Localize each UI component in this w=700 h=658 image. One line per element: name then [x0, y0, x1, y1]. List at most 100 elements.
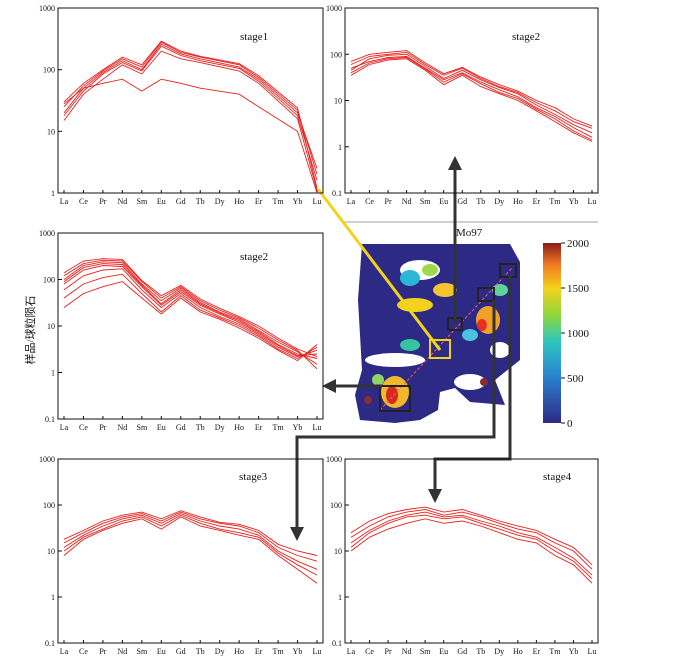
x-tick-label: Nd	[117, 647, 127, 656]
x-tick-label: Er	[255, 423, 263, 432]
series-line-s4	[350, 518, 593, 584]
x-tick-label: Yb	[569, 647, 579, 656]
x-tick-label: Nd	[117, 197, 127, 206]
y-tick-label: 10	[47, 322, 55, 331]
colorbar	[543, 243, 561, 423]
x-tick-label: Tm	[273, 197, 285, 206]
series-line-s3	[350, 514, 593, 580]
y-axis-label: 样品/球粒陨石	[23, 295, 37, 364]
series-line-s2	[63, 261, 318, 365]
x-tick-label: Gd	[176, 647, 186, 656]
chart-p1: 1 10 100 1000 La Ce Pr Nd Sm Eu Gd Tb Dy Ho Er Tm Yb Lu st…	[39, 4, 324, 206]
x-tick-label: Nd	[117, 423, 127, 432]
x-tick-label: La	[60, 647, 69, 656]
x-tick-label: Eu	[439, 197, 448, 206]
y-tick-label: 0.1	[332, 189, 342, 198]
series-line-s1	[63, 511, 318, 562]
x-tick-label: Pr	[385, 197, 392, 206]
x-tick-label: Pr	[385, 647, 392, 656]
x-tick-label: Gd	[457, 197, 467, 206]
x-tick-label: Tb	[196, 423, 205, 432]
series-line-s2	[63, 41, 318, 175]
y-tick-label: 1	[338, 143, 342, 152]
x-tick-label: Yb	[293, 197, 303, 206]
x-tick-label: Yb	[293, 423, 303, 432]
x-tick-label: Ce	[79, 647, 88, 656]
series-line-s6	[63, 78, 318, 194]
connectors	[290, 156, 512, 541]
colorbar-tick: 2000	[567, 238, 590, 250]
x-tick-label: Tm	[273, 423, 285, 432]
x-tick-label: Sm	[420, 197, 431, 206]
x-tick-label: Pr	[99, 647, 106, 656]
x-tick-label: La	[60, 197, 69, 206]
x-tick-label: Nd	[402, 647, 412, 656]
x-tick-label: Sm	[137, 197, 148, 206]
series-line-s6	[63, 273, 318, 360]
plot-frame	[57, 7, 324, 194]
series-line-s4	[350, 57, 593, 141]
series-line-s2	[350, 53, 593, 134]
x-tick-label: La	[347, 197, 356, 206]
y-tick-label: 100	[330, 501, 342, 510]
chart-p5: 0.1 1 10 100 1000 La Ce Pr Nd Sm Eu Gd Tb Dy Ho Er Tm Yb L…	[326, 455, 599, 656]
y-tick-label: 100	[43, 501, 55, 510]
y-tick-label: 1000	[326, 455, 342, 464]
x-tick-label: Tm	[549, 647, 561, 656]
series-line-s1	[63, 259, 318, 370]
x-tick-label: Ce	[365, 647, 374, 656]
x-tick-label: Nd	[402, 197, 412, 206]
plot-frame	[344, 458, 599, 644]
x-tick-label: Tb	[196, 647, 205, 656]
x-tick-label: Ho	[234, 197, 244, 206]
x-tick-label: Ce	[79, 197, 88, 206]
x-tick-label: Lu	[588, 197, 597, 206]
y-tick-label: 0.1	[45, 415, 55, 424]
x-tick-label: Dy	[494, 647, 504, 656]
x-tick-label: La	[60, 423, 69, 432]
x-tick-label: Yb	[293, 647, 303, 656]
map-title: Mo97	[456, 227, 483, 239]
x-tick-label: Lu	[588, 647, 597, 656]
chart-title: stage4	[543, 471, 572, 483]
y-tick-label: 10	[334, 97, 342, 106]
colorbar-tick: 0	[567, 418, 573, 430]
x-tick-label: Dy	[215, 423, 225, 432]
x-tick-label: Ho	[513, 647, 523, 656]
series-line-s1	[350, 509, 593, 570]
x-tick-label: Eu	[157, 647, 166, 656]
x-tick-label: Sm	[137, 647, 148, 656]
x-tick-label: Gd	[176, 197, 186, 206]
y-tick-label: 10	[47, 547, 55, 556]
y-tick-label: 1	[338, 593, 342, 602]
x-tick-label: Tb	[196, 197, 205, 206]
x-tick-label: Eu	[157, 197, 166, 206]
series-line-s3	[63, 263, 318, 359]
chart-title: stage1	[240, 31, 268, 43]
y-tick-label: 100	[43, 276, 55, 285]
plot-frame	[344, 7, 599, 194]
series-line-s8	[63, 258, 318, 358]
y-tick-label: 1000	[326, 4, 342, 13]
x-tick-label: Lu	[313, 647, 322, 656]
x-tick-label: Ho	[234, 647, 244, 656]
y-tick-label: 0.1	[332, 639, 342, 648]
series-line-s3	[350, 55, 593, 138]
plot-frame	[57, 458, 324, 644]
series-line-s5	[63, 268, 318, 358]
series-line-s1	[350, 51, 593, 129]
x-tick-label: Dy	[215, 197, 225, 206]
x-tick-label: Eu	[439, 647, 448, 656]
series-line-s4	[63, 516, 318, 584]
x-tick-label: Tm	[549, 197, 561, 206]
x-tick-label: Tb	[476, 197, 485, 206]
x-tick-label: Dy	[215, 647, 225, 656]
x-tick-label: Lu	[313, 197, 322, 206]
series-line-s5	[63, 50, 318, 191]
chart-p2: 0.1 1 10 100 1000 La Ce Pr Nd Sm Eu Gd Tb Dy Ho Er Tm Yb L…	[326, 4, 599, 206]
x-tick-label: Tm	[273, 647, 285, 656]
x-tick-label: Dy	[494, 197, 504, 206]
series-line-s2	[350, 511, 593, 576]
y-tick-label: 1000	[39, 4, 55, 13]
